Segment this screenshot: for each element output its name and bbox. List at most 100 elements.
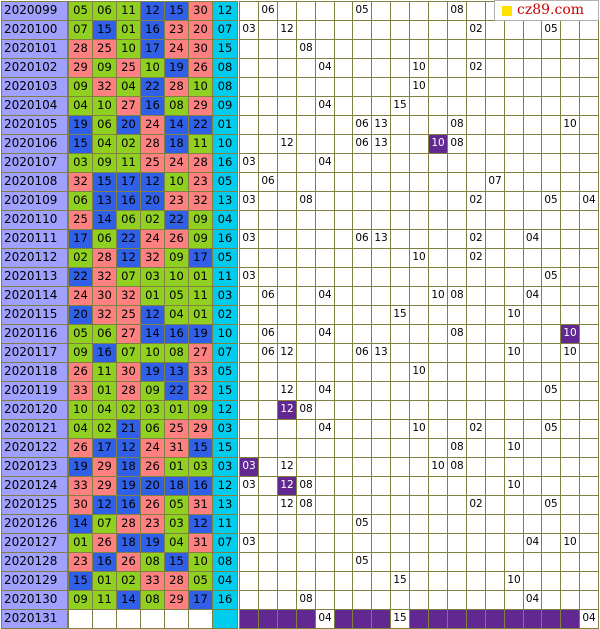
red-ball-number: 28 — [188, 153, 213, 173]
miss-cell — [579, 229, 599, 249]
miss-cell — [428, 324, 448, 344]
red-ball-number: 17 — [188, 248, 213, 268]
miss-cell — [258, 58, 278, 78]
miss-cell — [409, 153, 429, 173]
red-ball-number: 01 — [92, 381, 117, 401]
miss-cell — [334, 229, 353, 249]
red-ball-number: 09 — [68, 590, 93, 610]
miss-cell — [447, 305, 467, 325]
miss-cell — [541, 229, 561, 249]
red-ball-number: 32 — [188, 381, 213, 401]
miss-cell — [504, 324, 524, 344]
miss-value: 08 — [296, 476, 316, 496]
miss-cell — [541, 286, 561, 306]
red-ball-number: 01 — [68, 533, 93, 553]
miss-cell — [428, 115, 448, 135]
miss-cell — [428, 58, 448, 78]
red-ball-number: 09 — [92, 58, 117, 78]
logo-square-icon — [502, 6, 512, 16]
red-ball-number: 29 — [92, 476, 117, 496]
miss-cell — [541, 210, 561, 230]
miss-cell — [277, 438, 297, 458]
miss-cell — [258, 495, 278, 515]
miss-cell — [485, 362, 505, 382]
miss-cell — [466, 533, 486, 553]
miss-cell — [352, 590, 372, 610]
blue-ball-number: 15 — [212, 381, 238, 401]
miss-value: 05 — [352, 1, 372, 21]
period-label: 2020103 — [1, 77, 68, 97]
miss-cell — [579, 77, 599, 97]
miss-value: 12 — [277, 495, 297, 515]
miss-cell — [523, 248, 542, 268]
miss-cell — [504, 400, 524, 420]
miss-cell — [541, 571, 561, 591]
miss-cell — [334, 571, 353, 591]
red-ball-number: 10 — [116, 39, 141, 59]
miss-value: 10 — [504, 343, 524, 363]
miss-value: 12 — [277, 134, 297, 154]
miss-cell — [409, 210, 429, 230]
miss-cell — [541, 533, 561, 553]
red-ball-number: 26 — [116, 552, 141, 572]
site-logo[interactable]: cz89.com — [494, 0, 599, 21]
miss-cell — [428, 77, 448, 97]
miss-cell — [560, 514, 580, 534]
miss-cell — [579, 134, 599, 154]
miss-value: 12 — [277, 20, 297, 40]
miss-cell — [390, 1, 410, 21]
miss-value: 05 — [541, 191, 561, 211]
period-label: 2020102 — [1, 58, 68, 78]
miss-cell — [447, 77, 467, 97]
red-ball-number: 09 — [68, 77, 93, 97]
miss-cell — [541, 609, 561, 629]
red-ball-number: 16 — [164, 324, 189, 344]
miss-cell — [485, 514, 505, 534]
miss-cell — [523, 571, 542, 591]
miss-cell — [390, 153, 410, 173]
miss-cell — [352, 77, 372, 97]
miss-cell — [485, 134, 505, 154]
miss-cell — [466, 552, 486, 572]
miss-cell — [296, 362, 316, 382]
red-ball-number: 08 — [140, 590, 165, 610]
miss-cell — [447, 362, 467, 382]
red-ball-number: 16 — [188, 476, 213, 496]
miss-cell — [371, 476, 391, 496]
red-ball-number: 10 — [188, 77, 213, 97]
miss-cell — [409, 305, 429, 325]
miss-cell — [560, 476, 580, 496]
miss-cell — [296, 267, 316, 287]
miss-cell — [466, 286, 486, 306]
miss-value: 10 — [409, 248, 429, 268]
red-ball-number: 01 — [188, 267, 213, 287]
red-ball-number: 14 — [92, 210, 117, 230]
miss-value: 08 — [296, 400, 316, 420]
miss-cell — [352, 571, 372, 591]
miss-value: 06 — [258, 324, 278, 344]
miss-cell — [504, 229, 524, 249]
miss-value: 13 — [371, 343, 391, 363]
miss-cell — [239, 96, 259, 116]
miss-cell — [504, 552, 524, 572]
miss-value: 08 — [296, 590, 316, 610]
miss-cell — [296, 457, 316, 477]
miss-cell — [579, 96, 599, 116]
miss-value: 03 — [239, 229, 259, 249]
period-label: 2020118 — [1, 362, 68, 382]
miss-value: 10 — [504, 476, 524, 496]
red-ball-number: 08 — [164, 96, 189, 116]
blue-ball-number: 01 — [212, 115, 238, 135]
miss-cell — [352, 267, 372, 287]
miss-cell — [579, 400, 599, 420]
miss-value: 15 — [390, 609, 410, 629]
red-ball-number: 10 — [188, 552, 213, 572]
red-ball-number: 04 — [92, 134, 117, 154]
miss-cell — [447, 248, 467, 268]
miss-cell — [296, 305, 316, 325]
miss-cell — [523, 58, 542, 78]
miss-cell — [504, 457, 524, 477]
red-ball-number: 19 — [188, 324, 213, 344]
miss-cell — [523, 343, 542, 363]
miss-cell — [560, 191, 580, 211]
